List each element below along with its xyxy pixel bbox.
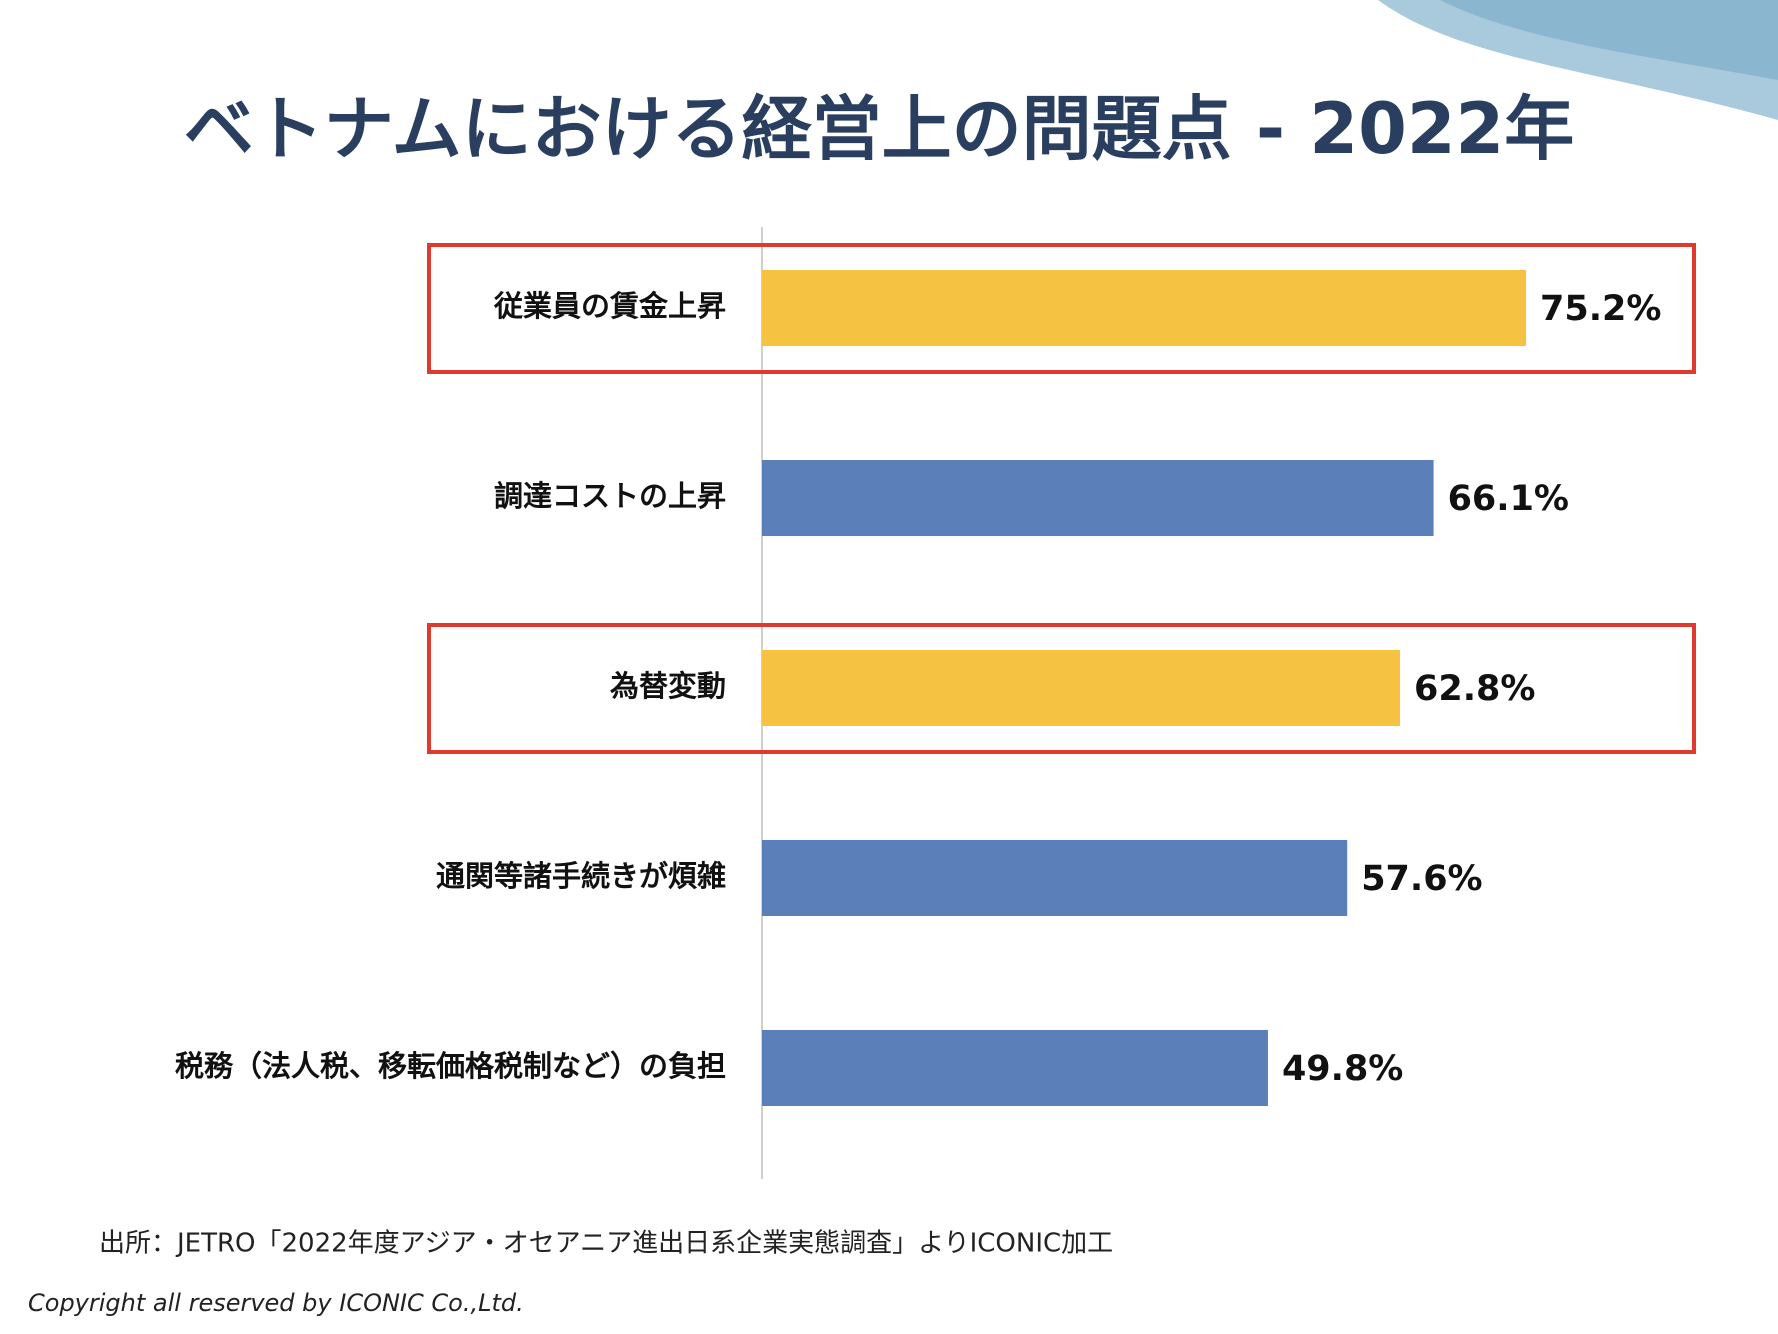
y-tick-label: 税務（法人税、移転価格税制など）の負担 [175, 1049, 726, 1083]
highlight-box [427, 623, 1696, 754]
bar [762, 840, 1348, 916]
chart-title: ベトナムにおける経営上の問題点 - 2022年 [184, 88, 1575, 170]
value-label: 75.2% [1540, 289, 1661, 329]
value-label: 49.8% [1282, 1049, 1403, 1089]
y-tick-label: 調達コストの上昇 [494, 479, 726, 513]
bar [762, 460, 1434, 536]
y-tick-label: 従業員の賃金上昇 [493, 289, 726, 323]
y-tick-label: 為替変動 [610, 669, 726, 703]
bar [762, 650, 1401, 726]
value-label: 66.1% [1448, 479, 1569, 519]
value-label: 62.8% [1414, 669, 1535, 709]
highlight-box [427, 243, 1696, 374]
bar [762, 1030, 1268, 1106]
decoration [1440, 0, 1778, 80]
value-label: 57.6% [1361, 859, 1482, 899]
copyright: Copyright all reserved by ICONIC Co.,Ltd… [28, 1289, 524, 1317]
source-note: 出所：JETRO「2022年度アジア・オセアニア進出日系企業実態調査」よりICO… [99, 1229, 1113, 1259]
bar [762, 270, 1527, 346]
y-tick-label: 通関等諸手続きが煩雑 [436, 859, 726, 893]
